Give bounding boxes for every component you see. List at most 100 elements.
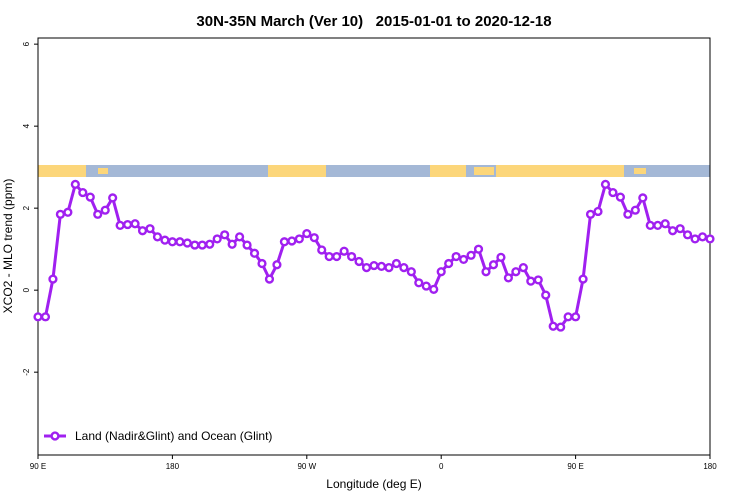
data-point: [421, 281, 431, 291]
data-point: [391, 258, 402, 269]
data-point: [697, 232, 708, 242]
data-point: [242, 240, 252, 250]
data-point: [48, 274, 58, 284]
data-point: [653, 220, 663, 230]
data-point: [660, 219, 670, 229]
data-point: [414, 278, 424, 288]
x-tick-label: 0: [439, 462, 444, 471]
data-point: [466, 250, 476, 260]
data-point: [444, 258, 454, 269]
data-point: [593, 206, 603, 217]
data-point: [361, 263, 372, 273]
data-point: [287, 236, 297, 246]
data-point: [272, 260, 282, 270]
data-point: [294, 234, 304, 244]
data-point: [63, 207, 73, 217]
data-point: [570, 312, 581, 322]
data-point: [488, 260, 499, 270]
data-point: [205, 239, 215, 249]
y-tick-label: 6: [22, 41, 31, 46]
data-point: [578, 274, 588, 284]
data-point: [115, 220, 125, 230]
plot-frame: [37, 37, 711, 456]
y-tick-label: 4: [22, 123, 31, 128]
data-point: [406, 267, 416, 277]
data-point: [93, 209, 103, 219]
data-point: [451, 251, 461, 262]
data-point: [167, 237, 178, 247]
data-point: [33, 312, 43, 322]
data-point: [645, 220, 655, 230]
data-point: [220, 230, 230, 240]
data-point: [227, 239, 237, 249]
data-point: [376, 261, 387, 271]
data-point: [436, 267, 446, 277]
data-point: [302, 228, 312, 239]
data-point: [511, 267, 521, 277]
data-point: [197, 240, 207, 250]
data-point: [130, 219, 140, 229]
data-point: [235, 232, 245, 242]
data-point: [668, 226, 678, 236]
series-line: [38, 182, 711, 329]
data-point: [675, 224, 685, 234]
y-tick-label: -2: [22, 368, 31, 376]
data-point: [682, 230, 693, 240]
data-point: [145, 224, 155, 234]
data-point: [55, 209, 66, 219]
data-point: [623, 209, 633, 219]
data-point: [122, 219, 133, 230]
data-point: [324, 251, 334, 262]
data-point: [279, 237, 290, 247]
data-point: [78, 187, 88, 198]
data-point: [548, 321, 558, 331]
data-point: [108, 193, 118, 203]
data-point: [85, 192, 95, 202]
data-point: [249, 248, 260, 258]
data-point: [40, 312, 51, 322]
x-tick-label: 90 W: [297, 462, 316, 471]
data-point: [369, 260, 379, 271]
data-point: [459, 254, 469, 265]
data-point: [182, 238, 192, 248]
x-tick-label: 90 E: [567, 462, 583, 471]
data-point: [309, 233, 319, 243]
data-point: [481, 267, 491, 277]
data-point: [615, 192, 626, 202]
data-point: [556, 322, 566, 332]
data-point: [190, 240, 200, 250]
data-point: [705, 234, 715, 244]
legend-marker: [50, 431, 60, 441]
chart-title: 30N-35N March (Ver 10) 2015-01-01 to 202…: [196, 13, 551, 30]
data-point: [496, 252, 506, 262]
data-point: [354, 256, 364, 267]
data-point: [563, 312, 573, 322]
x-tick-label: 180: [166, 462, 180, 471]
data-point: [332, 251, 342, 262]
x-tick-label: 90 E: [30, 462, 46, 471]
x-axis-label: Longitude (deg E): [326, 477, 421, 491]
x-tick-label: 180: [703, 462, 717, 471]
data-point: [503, 273, 514, 283]
legend-label: Land (Nadir&Glint) and Ocean (Glint): [75, 429, 272, 443]
data-point: [585, 209, 596, 219]
data-point: [533, 275, 543, 285]
data-point: [160, 235, 170, 245]
data-point: [100, 205, 110, 215]
data-point: [541, 290, 551, 300]
data-point: [526, 276, 536, 286]
data-point: [384, 263, 394, 273]
data-point: [264, 274, 275, 284]
data-point: [399, 263, 409, 273]
data-point: [608, 187, 618, 198]
data-point: [212, 234, 222, 244]
y-tick-label: 0: [22, 287, 31, 292]
data-point: [518, 263, 528, 273]
data-point: [638, 193, 648, 203]
data-point: [70, 179, 80, 189]
data-point: [429, 284, 439, 294]
data-point: [347, 251, 357, 262]
data-point: [630, 205, 640, 215]
data-point: [339, 246, 349, 256]
